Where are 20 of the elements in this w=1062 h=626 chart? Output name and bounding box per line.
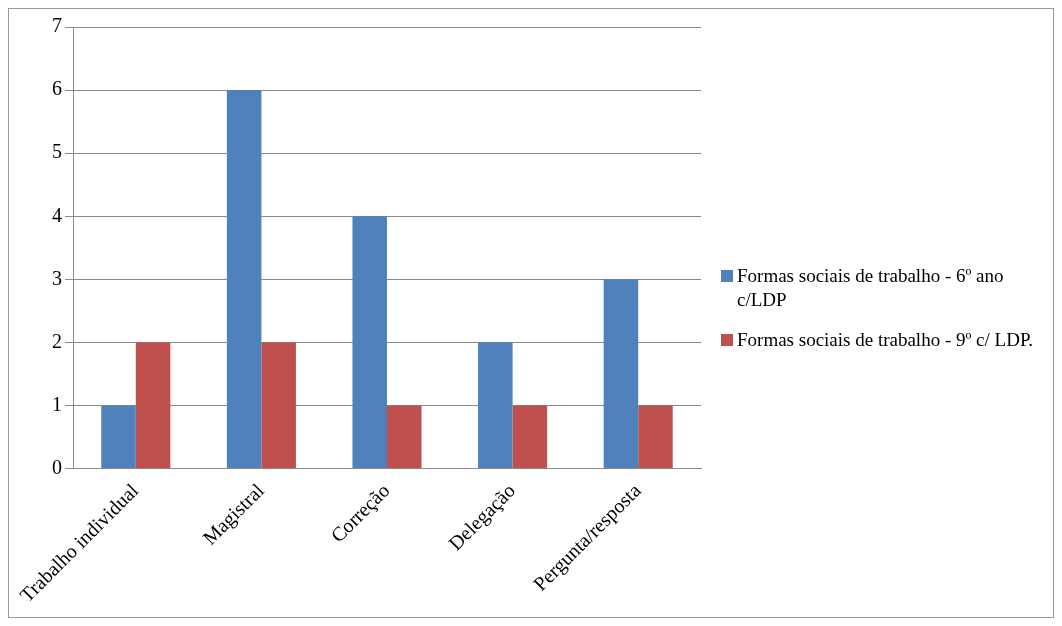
y-tick-label: 0	[52, 455, 62, 478]
legend-label: Formas sociais de trabalho - 9º c/ LDP.	[737, 328, 1034, 352]
y-tick-label: 2	[52, 329, 62, 352]
y-tick-label: 4	[52, 203, 62, 226]
bar	[603, 279, 639, 469]
y-tick-label: 5	[52, 140, 62, 163]
bar	[261, 342, 296, 469]
y-tick-label: 1	[52, 392, 62, 415]
y-tick-label: 6	[52, 77, 62, 100]
bar	[226, 90, 262, 469]
bar	[101, 405, 136, 469]
bar	[478, 342, 513, 469]
bar	[512, 405, 548, 469]
bar	[638, 405, 673, 469]
legend-label: Formas sociais de trabalho - 6º ano c/LDP	[737, 264, 1005, 312]
bar	[135, 342, 171, 469]
bar	[352, 216, 387, 469]
y-tick-label: 7	[52, 14, 62, 37]
y-tick-label: 3	[52, 266, 62, 289]
bar	[387, 405, 422, 469]
